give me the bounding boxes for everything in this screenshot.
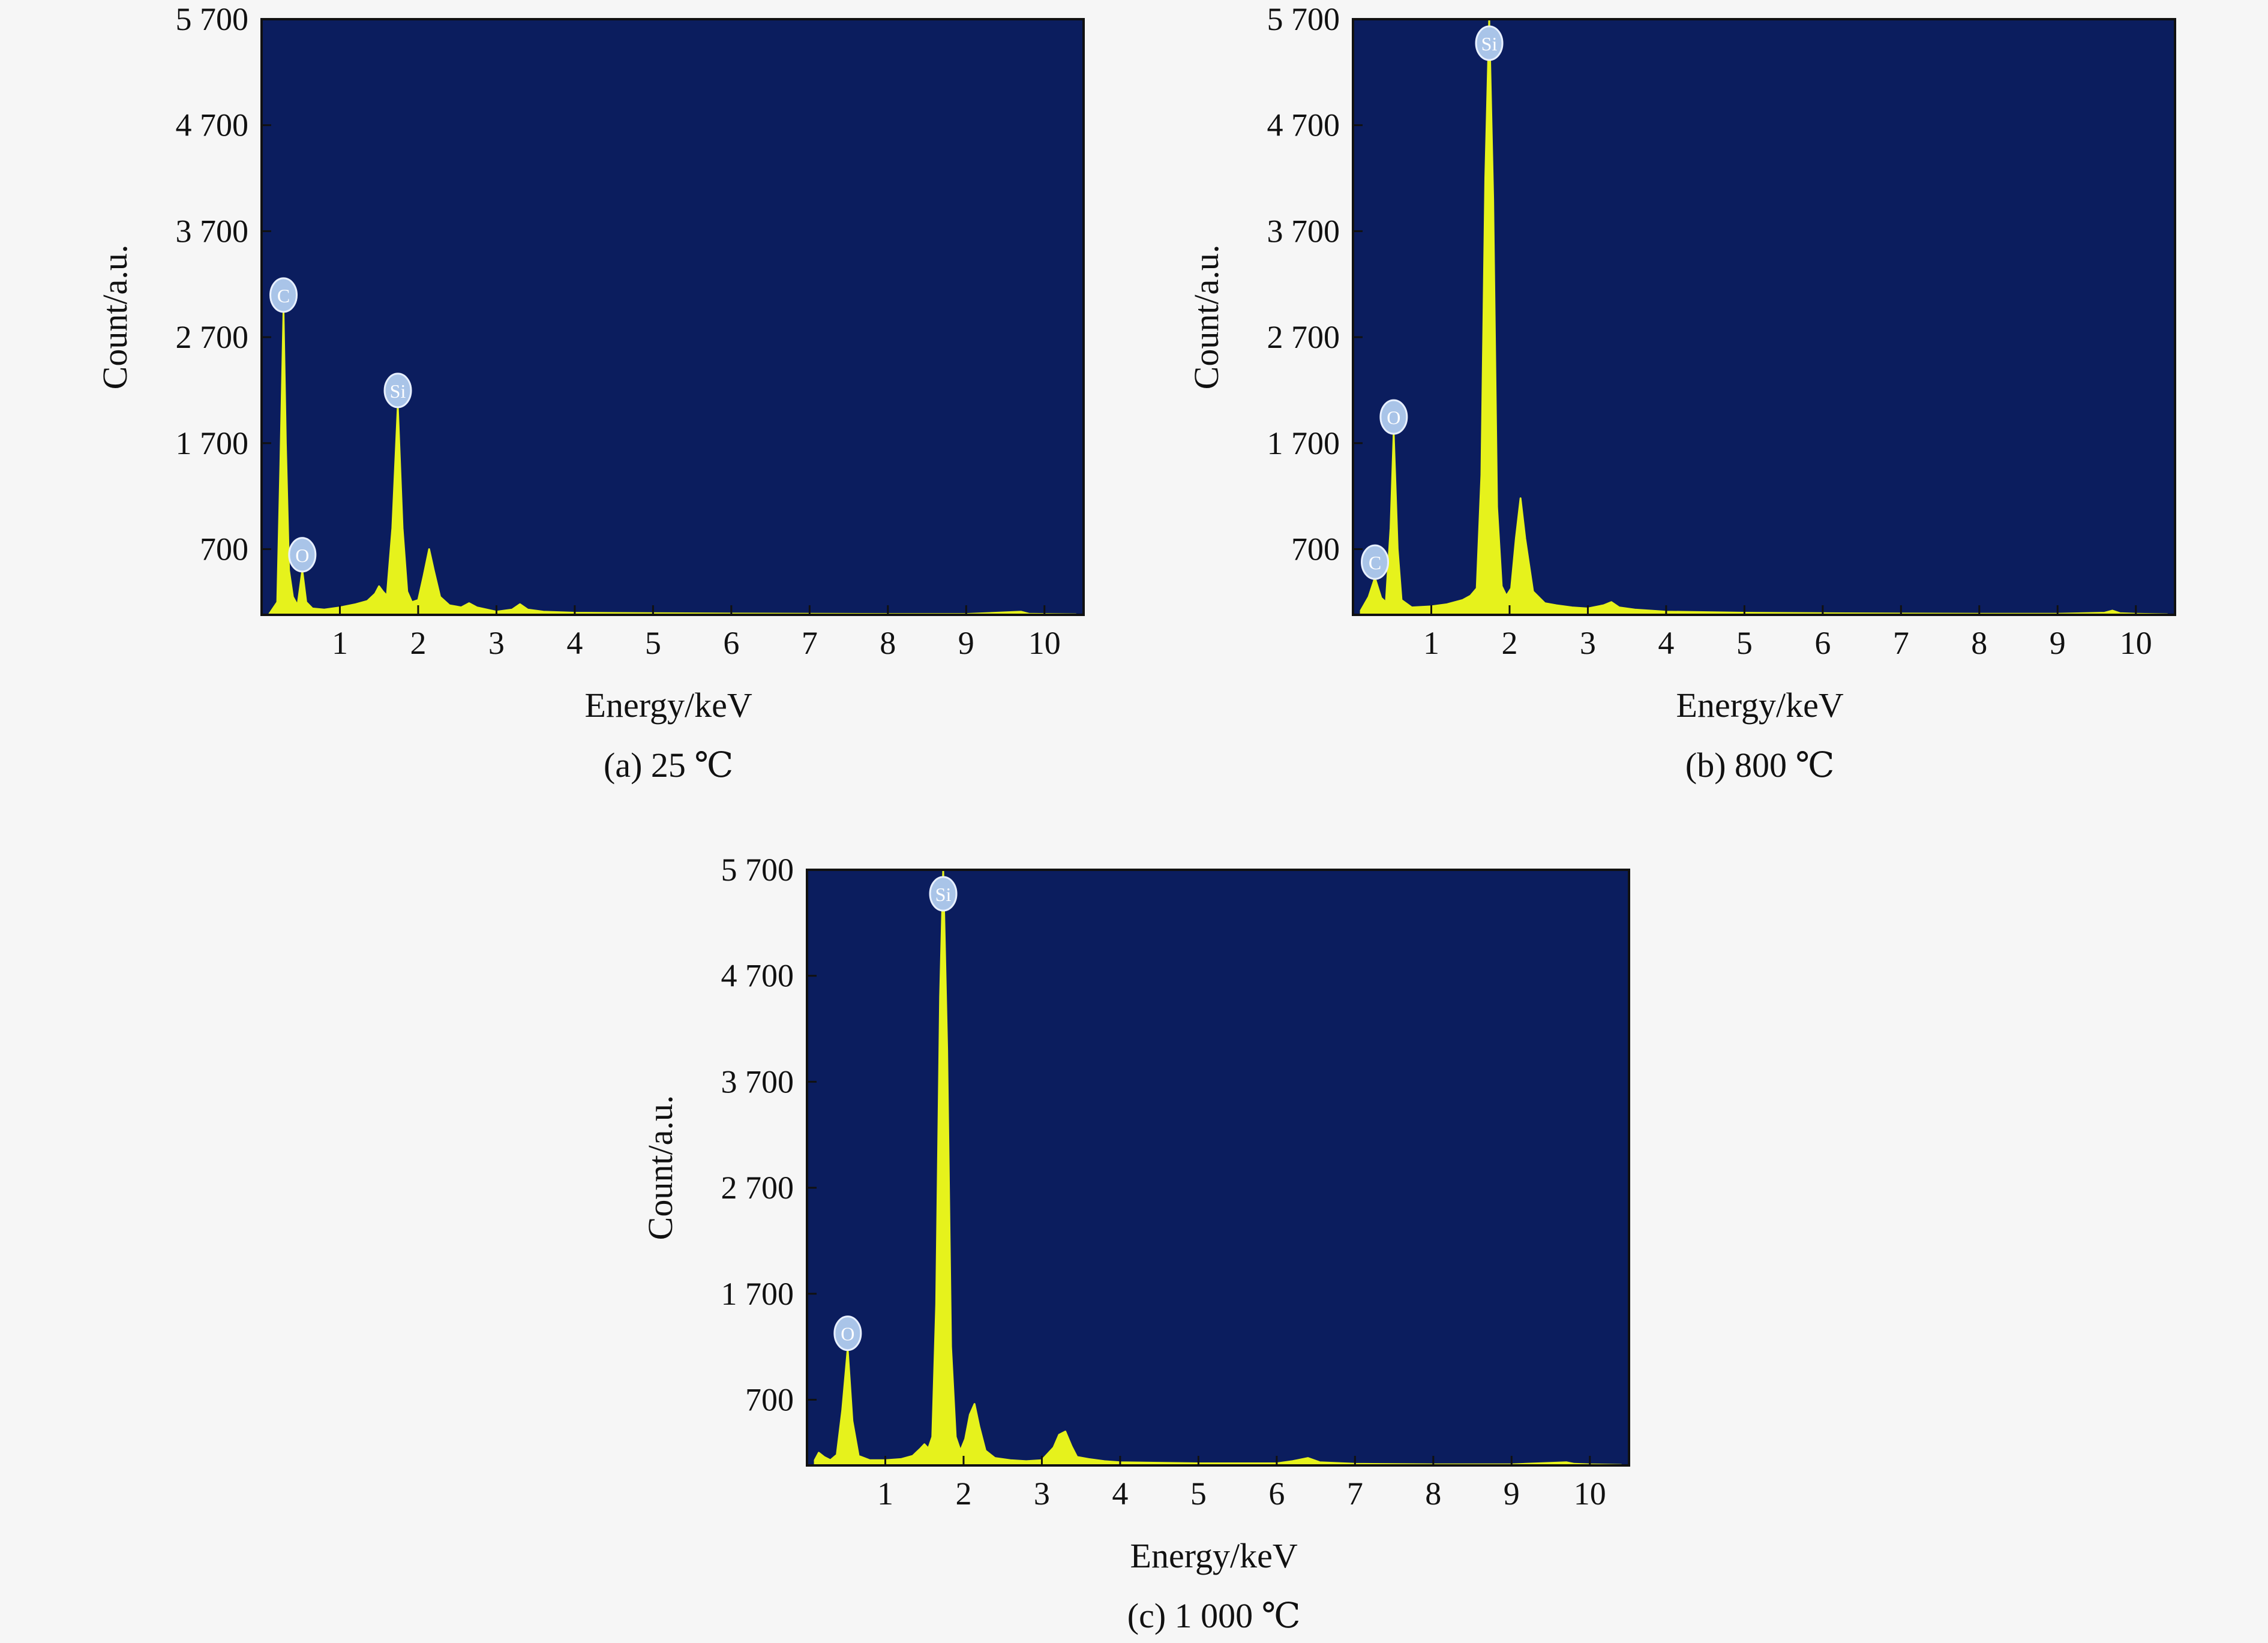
y-tick-label: 2 700 <box>176 319 249 355</box>
y-tick-label: 1 700 <box>1267 425 1340 461</box>
x-tick-label: 3 <box>1034 1476 1050 1512</box>
peak-element: Si <box>1481 33 1498 55</box>
x-tick-label: 9 <box>2050 625 2066 661</box>
x-tick-label: 5 <box>1190 1476 1207 1512</box>
x-tick-label: 1 <box>1423 625 1439 661</box>
plot-frame <box>806 869 1630 1467</box>
peak-label-o: O <box>1379 399 1408 435</box>
y-tick-label: 5 700 <box>721 852 794 888</box>
peak-element: C <box>277 285 290 307</box>
peak-marker <box>929 876 958 912</box>
y-tick-label: 4 700 <box>176 107 249 143</box>
peak-element: O <box>295 545 309 566</box>
peak-marker <box>383 373 412 409</box>
peak-marker <box>1475 25 1504 61</box>
x-tick-label: 4 <box>566 625 583 661</box>
peak-marker <box>1379 399 1408 435</box>
x-tick-label: 6 <box>1268 1476 1285 1512</box>
peak-label-si: Si <box>1475 25 1504 61</box>
x-tick-label: 10 <box>1028 625 1061 661</box>
x-tick-label: 4 <box>1658 625 1674 661</box>
y-tick-label: 5 700 <box>176 1 249 37</box>
y-tick-label: 1 700 <box>176 425 249 461</box>
peak-marker <box>1361 544 1390 580</box>
plot-area <box>262 19 1084 615</box>
x-tick-label: 7 <box>802 625 818 661</box>
peak-marker <box>269 277 298 313</box>
x-tick-label: 10 <box>2120 625 2152 661</box>
peak-element: C <box>1369 552 1381 573</box>
y-tick-label: 3 700 <box>176 213 249 249</box>
y-axis-title: Count/a.u. <box>1187 245 1226 390</box>
peak-label-c: C <box>1361 544 1390 580</box>
y-tick-label: 700 <box>200 531 248 567</box>
peak-label-o: O <box>833 1315 862 1351</box>
peak-element: O <box>841 1323 854 1345</box>
chart-panel-c: O Si 1 2 3 4 5 6 7 8 9 10 700 1 700 2 700 3 700 4 700 5 7… <box>641 852 1630 1635</box>
x-tick-label: 5 <box>645 625 661 661</box>
x-axis-title: Energy/keV <box>585 686 752 725</box>
x-tick-label: 1 <box>332 625 348 661</box>
y-tick-label: 4 700 <box>1267 107 1340 143</box>
y-axis-title: Count/a.u. <box>95 245 134 390</box>
x-tick-label: 6 <box>1814 625 1831 661</box>
x-tick-label: 2 <box>1501 625 1517 661</box>
panel-caption: (a) 25 ℃ <box>604 746 733 785</box>
y-tick-label: 5 700 <box>1267 1 1340 37</box>
x-tick-label: 1 <box>877 1476 893 1512</box>
y-tick-label: 3 700 <box>721 1064 794 1100</box>
peak-label-si: Si <box>929 876 958 912</box>
x-tick-label: 2 <box>410 625 426 661</box>
x-tick-label: 4 <box>1112 1476 1128 1512</box>
plot-area <box>1353 19 2175 615</box>
x-tick-label: 2 <box>955 1476 971 1512</box>
plot-frame <box>1352 18 2176 616</box>
y-tick-label: 700 <box>745 1381 794 1417</box>
x-axis-title: Energy/keV <box>1130 1536 1298 1575</box>
x-axis-title: Energy/keV <box>1676 686 1844 725</box>
peak-marker <box>833 1315 862 1351</box>
peak-label-c: C <box>269 277 298 313</box>
x-tick-label: 3 <box>1580 625 1596 661</box>
x-tick-label: 8 <box>1971 625 1987 661</box>
y-tick-label: 4 700 <box>721 958 794 994</box>
panel-caption: (b) 800 ℃ <box>1685 746 1835 785</box>
peak-label-o: O <box>288 537 317 573</box>
x-tick-label: 10 <box>1574 1476 1606 1512</box>
plot-frame <box>260 18 1085 616</box>
x-tick-label: 5 <box>1736 625 1753 661</box>
chart-panel-b: C O Si 1 2 3 4 5 6 7 8 9 10 700 1 700 2 700 3 700 4 700 5 … <box>1187 1 2176 785</box>
peak-element: O <box>1387 407 1400 428</box>
spectrum-series <box>814 869 1622 1467</box>
chart-panel-a: C O Si 1 2 3 4 5 6 7 8 9 10 700 1 700 2 700 3 700 4 700 5 … <box>95 1 1085 785</box>
y-axis-title: Count/a.u. <box>641 1095 680 1240</box>
x-tick-label: 9 <box>1504 1476 1520 1512</box>
y-tick-label: 2 700 <box>1267 319 1340 355</box>
peak-label-si: Si <box>383 373 412 409</box>
x-tick-label: 8 <box>880 625 896 661</box>
plot-area <box>807 870 1629 1465</box>
peak-element: Si <box>390 380 406 402</box>
panel-caption: (c) 1 000 ℃ <box>1127 1596 1301 1635</box>
x-tick-label: 8 <box>1425 1476 1441 1512</box>
y-tick-label: 700 <box>1291 531 1340 567</box>
peak-element: Si <box>935 884 952 905</box>
x-tick-label: 9 <box>958 625 974 661</box>
y-tick-label: 3 700 <box>1267 213 1340 249</box>
y-tick-label: 2 700 <box>721 1170 794 1206</box>
x-tick-label: 7 <box>1347 1476 1363 1512</box>
x-tick-label: 3 <box>488 625 505 661</box>
x-tick-label: 6 <box>723 625 739 661</box>
y-tick-label: 1 700 <box>721 1276 794 1312</box>
peak-marker <box>288 537 317 573</box>
x-tick-label: 7 <box>1893 625 1909 661</box>
